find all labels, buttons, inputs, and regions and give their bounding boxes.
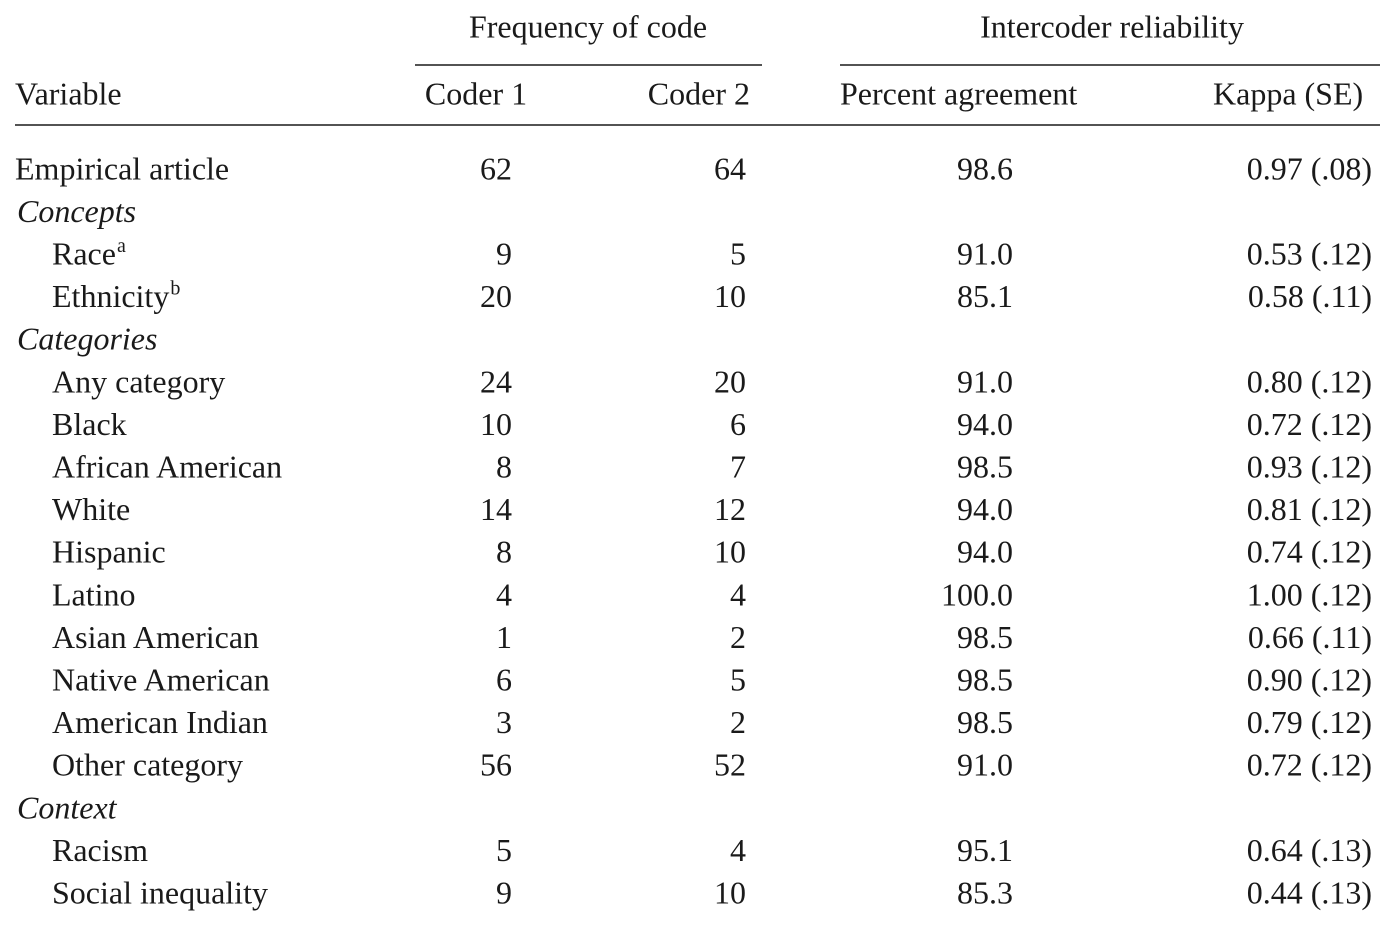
column-header: Coder 1	[425, 75, 527, 111]
cell: 94.0	[957, 491, 1013, 527]
cell: 14	[480, 491, 512, 527]
cell: 0.72 (.12)	[1247, 406, 1372, 442]
row-label: White	[52, 491, 130, 527]
section-label: Categories	[17, 321, 157, 357]
group-header: Intercoder reliability	[980, 8, 1244, 44]
cell: 56	[480, 747, 512, 783]
cell: 94.0	[957, 406, 1013, 442]
section-label: Context	[17, 789, 118, 825]
row-label: Empirical article	[15, 150, 229, 186]
section-label: Concepts	[17, 193, 136, 229]
row-label: Native American	[52, 662, 270, 698]
cell: 85.3	[957, 875, 1013, 911]
row-label: American Indian	[52, 704, 268, 740]
cell: 98.6	[957, 150, 1013, 186]
cell: 0.81 (.12)	[1247, 491, 1372, 527]
cell: 0.53 (.12)	[1247, 236, 1372, 272]
cell: 12	[714, 491, 746, 527]
cell: 0.93 (.12)	[1247, 449, 1372, 485]
cell: 20	[480, 278, 512, 314]
cell: 0.64 (.13)	[1247, 832, 1372, 868]
cell: 1	[496, 619, 512, 655]
cell: 5	[730, 662, 746, 698]
cell: 24	[480, 363, 512, 399]
row-label: Any category	[52, 363, 225, 399]
cell: 98.5	[957, 704, 1013, 740]
cell: 0.90 (.12)	[1247, 662, 1372, 698]
cell: 0.66 (.11)	[1248, 619, 1372, 655]
cell: 3	[496, 704, 512, 740]
row-label: Hispanic	[52, 534, 166, 570]
cell: 85.1	[957, 278, 1013, 314]
cell: 94.0	[957, 534, 1013, 570]
cell: 0.74 (.12)	[1247, 534, 1372, 570]
row-label: Latino	[52, 576, 136, 612]
cell: 5	[730, 236, 746, 272]
cell: 10	[714, 534, 746, 570]
cell: 62	[480, 150, 512, 186]
group-header: Frequency of code	[469, 8, 707, 44]
cell: 10	[714, 278, 746, 314]
row-label: Social inequality	[52, 875, 268, 911]
cell: 7	[730, 449, 746, 485]
cell: 64	[714, 150, 746, 186]
row-label: Other category	[52, 747, 243, 783]
cell: 52	[714, 747, 746, 783]
footnote-marker: a	[117, 235, 126, 257]
cell: 95.1	[957, 832, 1013, 868]
cell: 6	[730, 406, 746, 442]
cell: 98.5	[957, 662, 1013, 698]
cell: 4	[496, 576, 512, 612]
cell: 0.72 (.12)	[1247, 747, 1372, 783]
cell: 1.00 (.12)	[1247, 576, 1372, 612]
footnote-marker: b	[170, 277, 180, 299]
row-label: Ethnicity	[52, 278, 169, 314]
column-header: Variable	[15, 75, 122, 111]
column-header: Coder 2	[648, 75, 750, 111]
cell: 98.5	[957, 449, 1013, 485]
cell: 91.0	[957, 747, 1013, 783]
cell: 0.58 (.11)	[1248, 278, 1372, 314]
cell: 0.97 (.08)	[1247, 150, 1372, 186]
cell: 9	[496, 875, 512, 911]
cell: 20	[714, 363, 746, 399]
cell: 8	[496, 449, 512, 485]
cell: 9	[496, 236, 512, 272]
cell: 4	[730, 576, 746, 612]
cell: 91.0	[957, 236, 1013, 272]
cell: 0.79 (.12)	[1247, 704, 1372, 740]
cell: 8	[496, 534, 512, 570]
cell: 98.5	[957, 619, 1013, 655]
cell: 2	[730, 619, 746, 655]
cell: 91.0	[957, 363, 1013, 399]
column-header: Percent agreement	[840, 75, 1077, 111]
row-label: Black	[52, 406, 127, 442]
cell: 5	[496, 832, 512, 868]
cell: 100.0	[941, 576, 1013, 612]
cell: 10	[480, 406, 512, 442]
column-header: Kappa (SE)	[1213, 75, 1363, 111]
row-label: African American	[52, 449, 282, 485]
cell: 0.44 (.13)	[1247, 875, 1372, 911]
cell: 10	[714, 875, 746, 911]
cell: 0.80 (.12)	[1247, 363, 1372, 399]
cell: 2	[730, 704, 746, 740]
row-label: Race	[52, 236, 116, 272]
cell: 6	[496, 662, 512, 698]
row-label: Asian American	[52, 619, 259, 655]
cell: 4	[730, 832, 746, 868]
row-label: Racism	[52, 832, 148, 868]
